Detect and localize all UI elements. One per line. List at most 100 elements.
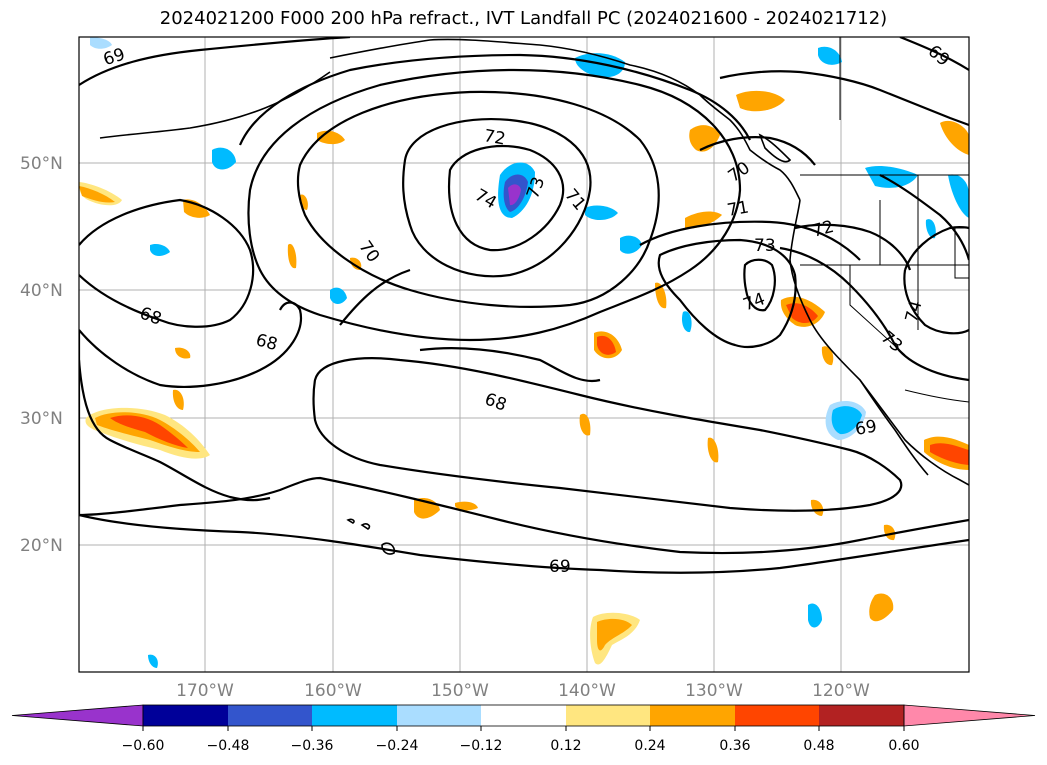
positive-patch: [110, 415, 188, 448]
colorbar-tick-label: −0.36: [291, 738, 334, 754]
negative-patch: [150, 243, 170, 256]
map-frame: [78, 36, 970, 673]
colorbar-tick-label: 0.36: [719, 738, 750, 754]
negative-patch: [831, 406, 862, 435]
negative-patch: [681, 311, 692, 333]
contour-68-c: [312, 357, 903, 512]
negative-patch: [808, 603, 822, 628]
contour-68-b: [79, 301, 303, 388]
colorbar-tick-label: −0.60: [122, 738, 165, 754]
contour-73-b: [779, 246, 969, 382]
contour-71: [247, 68, 742, 342]
contour-70: [238, 53, 751, 146]
lat-label: 20°N: [20, 536, 63, 556]
colorbar: −0.60 −0.48 −0.36 −0.24 −0.12 0.12 0.24 …: [11, 704, 1036, 754]
lon-label: 130°W: [685, 681, 743, 701]
colorbar-segment: [650, 705, 735, 726]
colorbar-tick-label: 0.60: [888, 738, 919, 754]
vancouver-island: [758, 133, 792, 163]
state-border: [849, 265, 906, 356]
negative-patch: [925, 219, 936, 239]
contour-69-h: [879, 174, 969, 261]
positive-patch: [597, 335, 616, 355]
positive-patch: [175, 347, 191, 359]
colorbar-segment: [566, 705, 650, 726]
positive-patch: [883, 524, 896, 541]
positive-patch: [810, 499, 824, 516]
positive-patch: [821, 346, 834, 366]
colorbar-segment: [819, 705, 904, 726]
contour-69: [79, 37, 351, 86]
colorbar-tick-label: 0.24: [634, 738, 665, 754]
negative-patch: [865, 165, 918, 188]
contour-74-b: [743, 258, 776, 312]
positive-patch: [79, 186, 115, 203]
lat-label: 30°N: [20, 409, 63, 429]
contour-label: 69: [549, 557, 571, 577]
colorbar-ticks: [142, 726, 905, 731]
positive-patch: [183, 199, 210, 218]
colorbar-segment: [735, 705, 819, 726]
negative-patch: [948, 174, 969, 218]
positive-patch: [940, 120, 969, 155]
positive-patch: [579, 413, 591, 436]
contour-68-outer: [79, 198, 255, 328]
colorbar-tick-label: −0.48: [207, 738, 250, 754]
lon-label: 150°W: [431, 681, 489, 701]
contour-72-b: [794, 223, 912, 271]
colorbar-extend-low: [11, 704, 144, 727]
positive-patch: [172, 389, 184, 410]
hawaii: [346, 518, 396, 555]
contour-70-c: [657, 238, 797, 349]
lon-label: 120°W: [812, 681, 870, 701]
colorbar-segment: [481, 705, 566, 726]
negative-patch: [508, 184, 521, 206]
positive-patch: [786, 303, 818, 324]
lon-label: 140°W: [558, 681, 616, 701]
colorbar-extend-high: [903, 704, 1036, 727]
contour-71-b: [639, 220, 861, 261]
coastlines: [99, 38, 969, 555]
contour-69-b: [79, 330, 969, 555]
contour-73: [402, 118, 592, 278]
positive-patch: [707, 437, 719, 463]
colorbar-tick-label: 0.48: [803, 738, 834, 754]
contour-69-e: [899, 37, 969, 71]
mexico-border: [904, 389, 969, 403]
alaska-coast: [329, 38, 801, 201]
negative-patch: [90, 37, 112, 49]
aleutian-chain: [99, 71, 331, 139]
positive-patch: [869, 593, 894, 622]
west-coast-us: [789, 199, 969, 486]
contour-72: [296, 90, 660, 308]
colorbar-segment: [397, 705, 481, 726]
contour-69-f: [719, 70, 969, 127]
negative-patch: [585, 205, 618, 221]
contour-74: [448, 145, 565, 252]
contour-label: 72: [482, 126, 507, 149]
colorbar-segment: [228, 705, 312, 726]
positive-patch: [455, 501, 478, 511]
negative-patch: [148, 654, 158, 668]
negative-patch: [212, 147, 236, 170]
lon-label: 160°W: [304, 681, 362, 701]
map-title: 2024021200 F000 200 hPa refract., IVT La…: [159, 8, 888, 29]
contour-label: 69: [854, 416, 879, 439]
positive-patch: [930, 443, 969, 465]
negative-patch: [620, 235, 642, 254]
latitude-labels: 50°N 40°N 30°N 20°N: [20, 154, 63, 556]
contour-70-b: [339, 268, 601, 383]
negative-patch: [818, 46, 842, 65]
longitude-labels: 170°W 160°W 150°W 140°W 130°W 120°W: [176, 681, 870, 701]
lat-label: 40°N: [20, 281, 63, 301]
contour-74-c: [903, 226, 969, 335]
contour-69-d: [79, 513, 969, 574]
positive-patch: [287, 243, 297, 269]
baja-coast: [859, 379, 929, 476]
colorbar-tick-label: −0.24: [376, 738, 419, 754]
positive-patch: [597, 618, 632, 651]
colorbar-segment: [312, 705, 397, 726]
contour-69-c: [79, 359, 271, 502]
lat-label: 50°N: [20, 154, 63, 174]
